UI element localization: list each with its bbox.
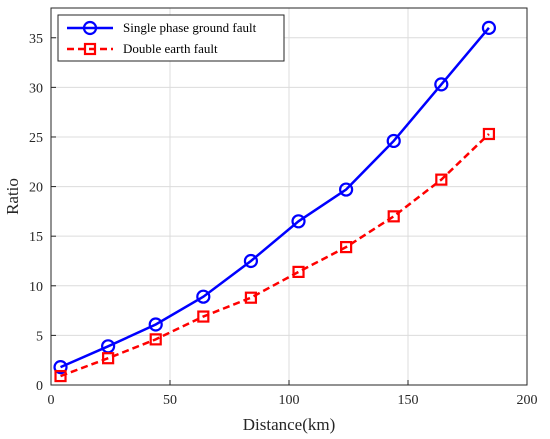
- legend-label-1: Double earth fault: [123, 41, 218, 56]
- legend-items: Single phase ground fault Double earth fa…: [67, 20, 257, 56]
- y-axis-label: Ratio: [3, 178, 22, 215]
- series-1-point: [435, 173, 448, 186]
- series-1-point: [244, 291, 258, 304]
- series-layer: [53, 20, 497, 383]
- series-1-point: [340, 240, 353, 254]
- series-0-point: [148, 317, 163, 332]
- series-1-point: [149, 333, 162, 346]
- legend-marker-0: [82, 20, 98, 36]
- y-tick-label: 35: [29, 32, 43, 47]
- y-tick-label: 5: [36, 329, 43, 344]
- series-1-point: [387, 210, 400, 223]
- legend-label-0: Single phase ground fault: [123, 20, 257, 35]
- legend-marker-1: [83, 42, 97, 56]
- series-0-point: [196, 289, 211, 304]
- y-tick-label: 30: [29, 81, 43, 96]
- y-tick-label: 25: [29, 131, 43, 146]
- y-tick-label: 10: [29, 280, 43, 295]
- series-0-point: [434, 77, 449, 92]
- series-0-point: [481, 20, 497, 35]
- series-1-point: [292, 265, 305, 278]
- legend: Single phase ground fault Double earth fa…: [57, 14, 285, 62]
- x-tick-label: 150: [398, 393, 419, 408]
- y-tick-label: 20: [29, 181, 43, 196]
- x-tick-label: 50: [163, 393, 177, 408]
- series-0-point: [243, 253, 259, 269]
- x-tick-label: 200: [517, 393, 538, 408]
- series-line-0: [60, 27, 490, 369]
- series-1-point: [197, 310, 210, 323]
- series-line-1: [60, 133, 490, 378]
- ticks: 0 50 100 150 200 0 5 10 15 20 25 30 35: [29, 32, 538, 408]
- series-0-point: [53, 360, 68, 375]
- grid: [50, 8, 528, 386]
- series-0-point: [339, 182, 354, 197]
- series-1-point: [482, 127, 496, 141]
- series-0-point: [386, 133, 401, 149]
- y-tick-label: 0: [36, 379, 43, 394]
- x-tick-label: 100: [279, 393, 300, 408]
- series-1-point: [102, 352, 115, 365]
- series-1-point: [54, 369, 67, 383]
- x-tick-label: 0: [48, 393, 55, 408]
- series-0-point: [291, 214, 306, 229]
- x-axis-label: Distance(km): [243, 415, 336, 434]
- y-tick-label: 15: [29, 230, 43, 245]
